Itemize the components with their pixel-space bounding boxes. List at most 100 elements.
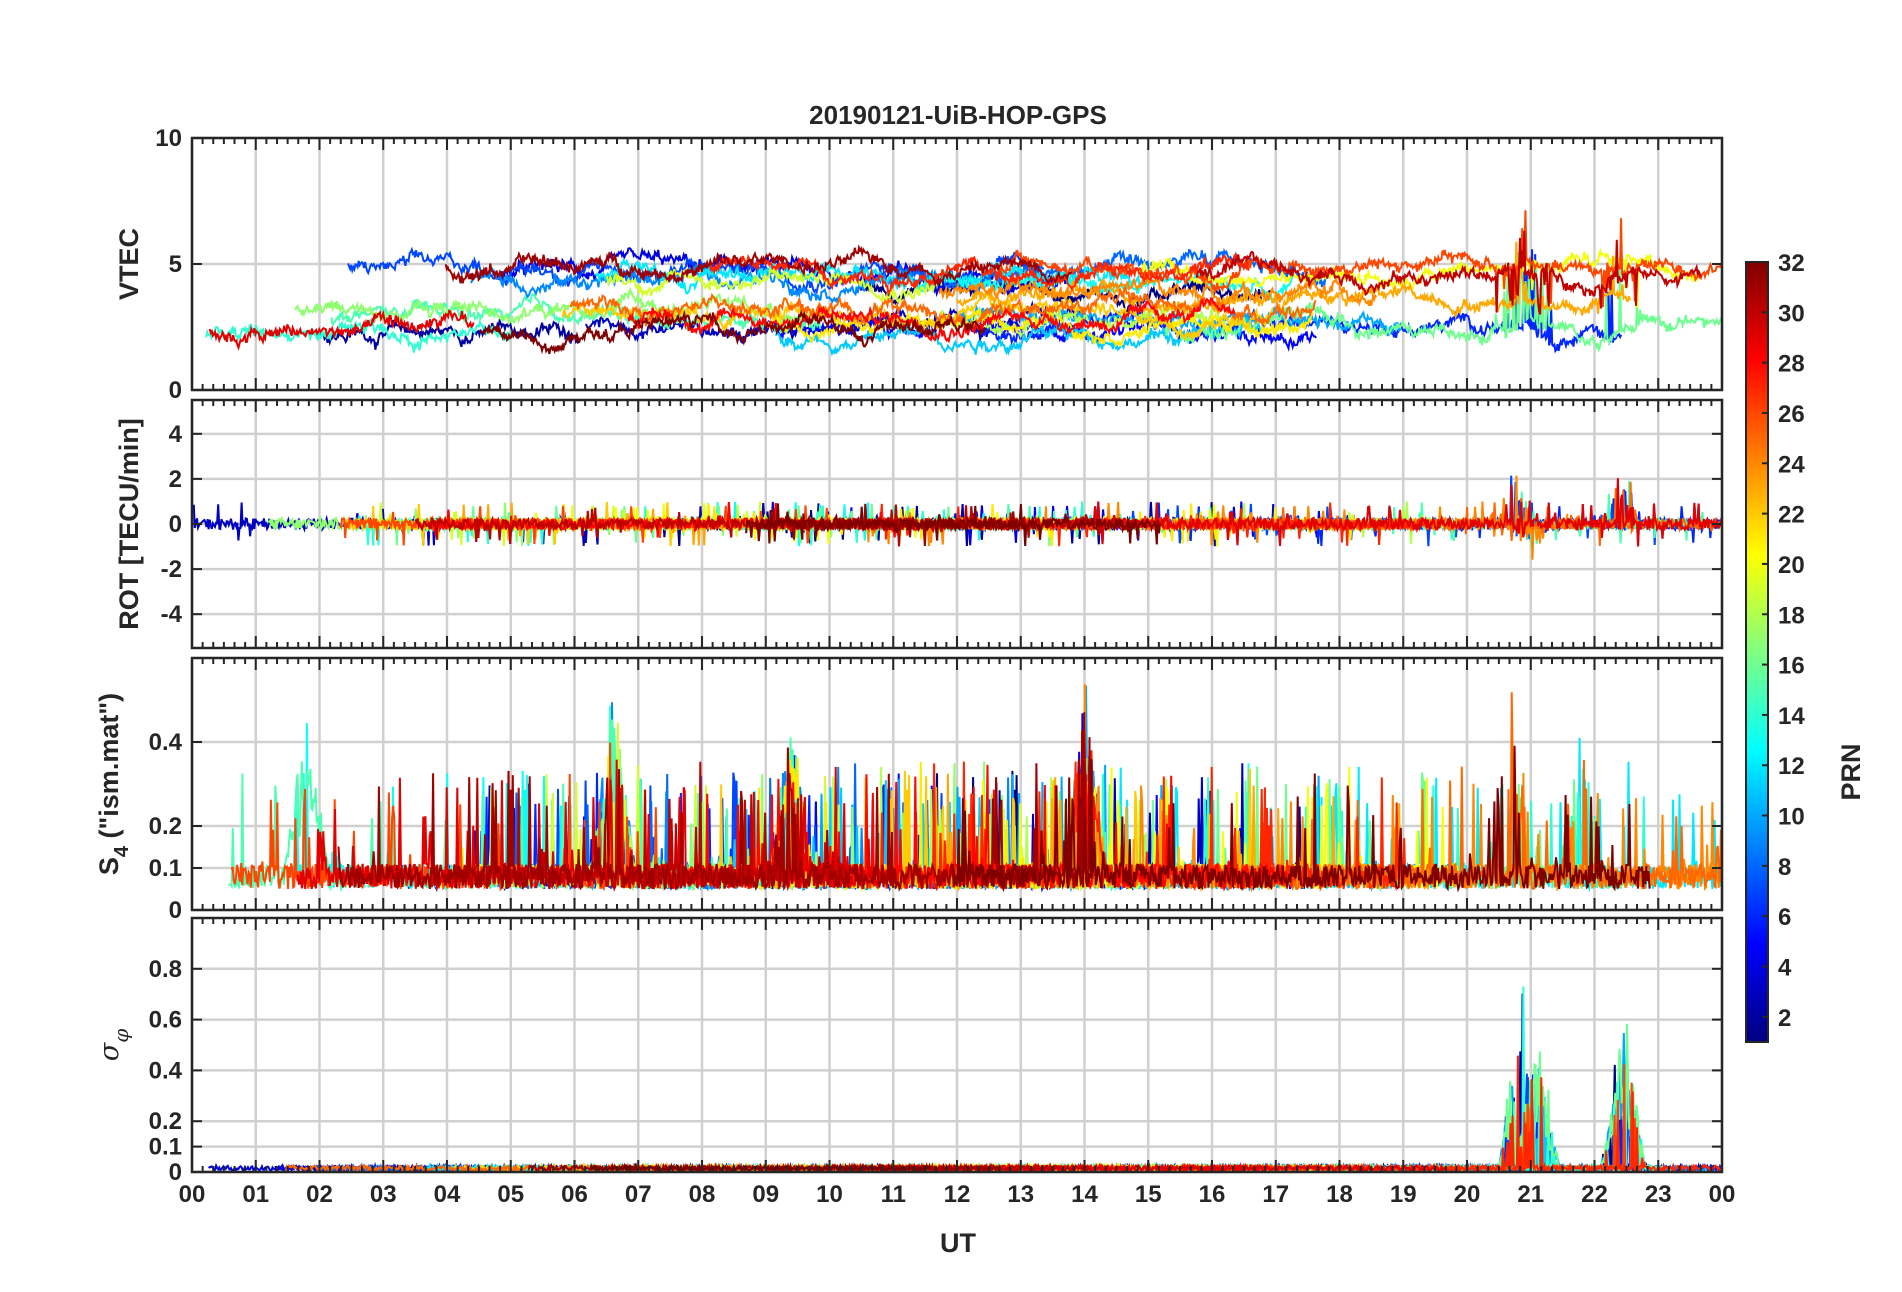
- y-tick-label-vtec: 0: [169, 377, 182, 404]
- y-tick-label-rot: -2: [161, 556, 182, 583]
- colorbar-tick-label: 32: [1778, 250, 1805, 277]
- x-tick-label: 13: [1007, 1181, 1034, 1208]
- trace-prn-32-sigma_phi: [589, 1161, 932, 1172]
- x-tick-label: 18: [1326, 1181, 1353, 1208]
- colorbar-tick-label: 12: [1778, 753, 1805, 780]
- y-tick-label-sigma_phi: 0.8: [149, 956, 182, 983]
- chart-title: 20190121-UiB-HOP-GPS: [809, 100, 1107, 130]
- y-tick-label-s4: 0.4: [149, 729, 183, 756]
- trace-prn-32-rot: [745, 503, 1161, 546]
- x-tick-label: 05: [497, 1181, 524, 1208]
- y-tick-label-rot: 2: [169, 466, 182, 493]
- colorbar-tick-label: 22: [1778, 502, 1805, 529]
- x-tick-label: 14: [1071, 1181, 1098, 1208]
- y-tick-label-vtec: 10: [155, 125, 182, 152]
- colorbar-tick-label: 20: [1778, 552, 1805, 579]
- y-tick-label-sigma_phi: 0.6: [149, 1007, 182, 1034]
- grid-sigma_phi: [190, 918, 1724, 1174]
- x-axis-label: UT: [940, 1228, 976, 1258]
- trace-prn-20-vtec: [1137, 247, 1699, 308]
- y-tick-label-vtec: 5: [169, 251, 182, 278]
- ticks-s4: 0 0.1 0.2 0.4: [149, 658, 1723, 924]
- y-tick-label-s4: 0.2: [149, 813, 182, 840]
- colorbar-label: PRN: [1836, 743, 1866, 800]
- colorbar-tick-label: 30: [1778, 300, 1805, 327]
- colorbar-tick-label: 10: [1778, 804, 1805, 831]
- y-tick-label-rot: -4: [161, 601, 183, 628]
- x-tick-label: 04: [434, 1181, 461, 1208]
- y-axis-label-sigma_phi: σφ: [94, 1029, 133, 1061]
- x-tick-label: 17: [1262, 1181, 1289, 1208]
- colorbar-tick-label: 4: [1778, 955, 1792, 982]
- trace-prn-29-rot: [1071, 478, 1722, 547]
- x-tick-label: 12: [944, 1181, 971, 1208]
- trace-prn-15-vtec: [330, 292, 822, 334]
- y-axis-label-rot: ROT [TECU/min]: [114, 418, 144, 629]
- traces-vtec: [205, 210, 1722, 357]
- colorbar-tick-label: 24: [1778, 451, 1805, 478]
- x-tick-label: 08: [689, 1181, 716, 1208]
- x-tick-label: 01: [242, 1181, 269, 1208]
- trace-prn-14-vtec: [205, 318, 514, 353]
- trace-prn-26-vtec: [996, 210, 1722, 313]
- traces-rot: [192, 475, 1722, 560]
- trace-prn-31-vtec: [444, 244, 1073, 287]
- x-tick-label: 22: [1581, 1181, 1608, 1208]
- y-axis-label-vtec: VTEC: [114, 228, 144, 300]
- x-tick-label: 20: [1454, 1181, 1481, 1208]
- trace-prn-29-vtec: [208, 309, 475, 351]
- colorbar-tick-label: 14: [1778, 703, 1805, 730]
- y-tick-label-sigma_phi: 0.4: [149, 1057, 183, 1084]
- x-tick-label: 19: [1390, 1181, 1417, 1208]
- colorbar-tick-label: 16: [1778, 653, 1805, 680]
- x-tick-label: 23: [1645, 1181, 1672, 1208]
- colorbar-tick-label: 8: [1778, 854, 1791, 881]
- y-tick-label-sigma_phi: 0.1: [149, 1134, 182, 1161]
- trace-prn-25-vtec: [569, 285, 1317, 332]
- x-tick-label: 16: [1199, 1181, 1226, 1208]
- y-tick-label-sigma_phi: 0.2: [149, 1108, 182, 1135]
- trace-prn-31-s4: [337, 712, 1094, 892]
- colorbar-tick-label: 6: [1778, 904, 1791, 931]
- traces-s4: [228, 684, 1722, 893]
- trace-prn-32-vtec: [479, 309, 986, 355]
- trace-prn-21-vtec: [769, 307, 1314, 348]
- y-axis-label-s4: S4 ("ism.mat"): [94, 693, 133, 875]
- y-tick-label-sigma_phi: 0: [169, 1159, 182, 1186]
- x-tick-label: 06: [561, 1181, 588, 1208]
- y-tick-label-rot: 0: [169, 511, 182, 538]
- panel-vtec: 0 5 10 VTEC: [114, 125, 1724, 404]
- x-tick-label: 21: [1517, 1181, 1544, 1208]
- x-tick-label: 02: [306, 1181, 333, 1208]
- x-tick-label: 03: [370, 1181, 397, 1208]
- trace-prn-32-s4: [951, 745, 1651, 893]
- colorbar-gradient: [1745, 261, 1769, 1043]
- y-tick-label-rot: 4: [169, 421, 183, 448]
- x-tick-label: 10: [816, 1181, 843, 1208]
- x-tick-label: 09: [752, 1181, 779, 1208]
- colorbar-tick-label: 26: [1778, 401, 1805, 428]
- y-tick-label-s4: 0: [169, 897, 182, 924]
- y-tick-label-s4: 0.1: [149, 855, 182, 882]
- trace-prn-30-vtec: [1195, 230, 1702, 315]
- colorbar-tick-label: 2: [1778, 1005, 1791, 1032]
- x-tick-label: 15: [1135, 1181, 1162, 1208]
- panel-s4: 0 0.1 0.2 0.4 S4 ("ism.mat"): [94, 656, 1724, 924]
- ticks-sigma_phi: 00.10.2 0.4 0.6 0.8 00 01 02 03 04 05 06 07 08 09 10 11…: [149, 918, 1736, 1208]
- ticks-rot: -4 -2 0 2 4: [161, 400, 1723, 648]
- ticks-vtec: 0 5 10: [155, 125, 1723, 404]
- x-tick-label: 00: [179, 1181, 206, 1208]
- x-tick-label: 07: [625, 1181, 652, 1208]
- colorbar-tick-label: 18: [1778, 602, 1805, 629]
- x-tick-label: 11: [881, 1181, 906, 1208]
- panel-rot: -4 -2 0 2 4 ROT [TECU/min]: [114, 398, 1724, 650]
- panel-sigma_phi: 00.10.2 0.4 0.6 0.8 00 01 02 03 04 05 06 07 08 09 10 11…: [94, 916, 1736, 1208]
- colorbar-tick-label: 28: [1778, 351, 1805, 378]
- x-tick-label: 00: [1709, 1181, 1736, 1208]
- trace-prn-16-vtec: [1164, 253, 1722, 353]
- trace-prn-13-vtec: [913, 269, 1294, 304]
